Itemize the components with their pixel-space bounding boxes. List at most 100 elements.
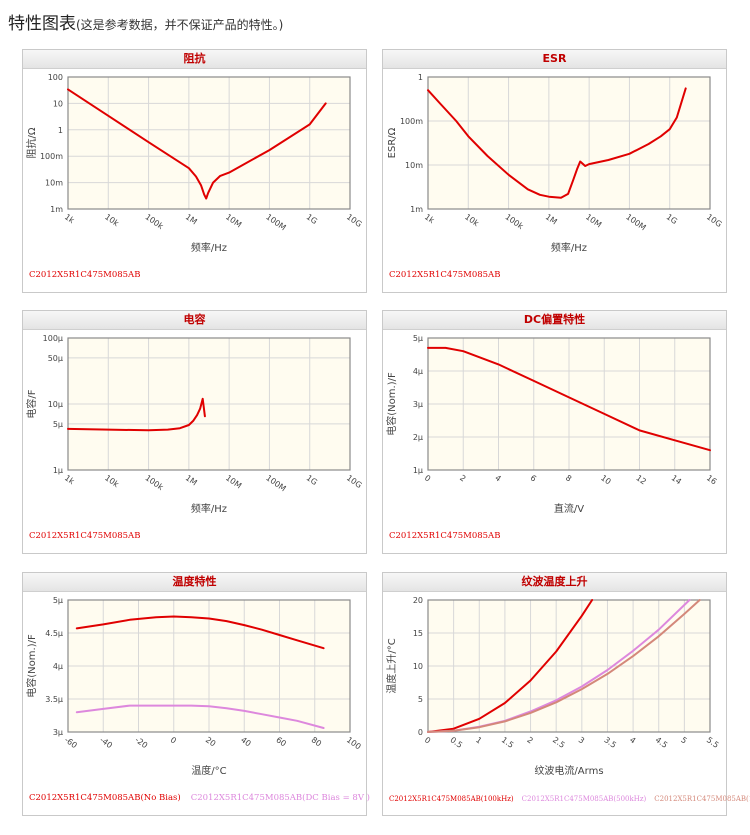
legend-entry: C2012X5R1C475M085AB(100kHz) bbox=[389, 795, 514, 803]
x-tick-label: 0.5 bbox=[448, 735, 464, 750]
plot-frame bbox=[67, 599, 351, 733]
x-axis-label: 纹波电流/Arms bbox=[534, 764, 603, 777]
y-tick-label: 4μ bbox=[53, 662, 63, 671]
x-tick-label: 4.5 bbox=[654, 735, 670, 750]
x-tick-label: 2.5 bbox=[551, 735, 567, 750]
x-tick-label: 1k bbox=[63, 212, 76, 225]
page-title-main: 特性图表 bbox=[8, 14, 76, 34]
legend-entry: C2012X5R1C475M085AB bbox=[389, 270, 501, 280]
chart-legend: C2012X5R1C475M085AB bbox=[389, 531, 722, 541]
x-tick-label: 10 bbox=[599, 473, 613, 486]
x-tick-label: 0 bbox=[423, 473, 432, 483]
y-tick-label: 3.5μ bbox=[45, 695, 63, 704]
y-tick-label: 10 bbox=[413, 662, 423, 671]
x-tick-label: 40 bbox=[239, 735, 253, 748]
y-tick-label: 50μ bbox=[48, 354, 63, 363]
chart-legend: C2012X5R1C475M085AB bbox=[389, 270, 722, 280]
y-tick-label: 1 bbox=[418, 73, 423, 82]
y-tick-label: 15 bbox=[413, 629, 423, 638]
legend-entry: C2012X5R1C475M085AB bbox=[29, 531, 141, 541]
y-tick-label: 1m bbox=[50, 205, 63, 214]
chart-plot: 1k 10k 100k 1M 10M 100M 1G 10G 1μ 5μ 10μ 50μ 100μ 频率/… bbox=[25, 334, 364, 515]
x-tick-label: 100 bbox=[345, 735, 363, 751]
y-axis-label: 电容(Nom.)/F bbox=[385, 372, 398, 436]
series-line bbox=[427, 87, 687, 199]
y-tick-label: 10 bbox=[53, 99, 63, 108]
page-subtitle: (这是参考数据，并不保证产品的特性。) bbox=[76, 18, 284, 32]
x-tick-label: 4 bbox=[628, 735, 637, 745]
x-tick-label: -40 bbox=[98, 735, 114, 750]
x-tick-label: 100k bbox=[143, 212, 165, 231]
y-axis-label: 电容(Nom.)/F bbox=[25, 634, 38, 698]
x-tick-label: 3 bbox=[577, 735, 586, 745]
y-tick-label: 1 bbox=[58, 126, 63, 135]
plot-frame bbox=[427, 76, 711, 210]
x-tick-label: 80 bbox=[310, 735, 324, 748]
x-tick-label: 60 bbox=[274, 735, 288, 748]
chart-panel-dc-bias: DC偏置特性 0 2 4 6 8 10 12 14 16 1μ 2μ 3μ 4μ 5μ 直流/V 电容(Nom… bbox=[382, 310, 727, 554]
y-tick-label: 2μ bbox=[413, 433, 423, 442]
y-tick-label: 0 bbox=[418, 728, 423, 737]
plot-frame bbox=[67, 337, 351, 471]
x-tick-label: 10G bbox=[345, 473, 364, 490]
x-tick-label: 0 bbox=[423, 735, 432, 745]
plot-frame bbox=[427, 337, 711, 471]
legend-entry: C2012X5R1C475M085AB bbox=[29, 270, 141, 280]
legend-entry: C2012X5R1C475M085AB(500kHz) bbox=[521, 795, 647, 803]
chart-plot: -60 -40 -20 0 20 40 60 80 100 3μ 3.5μ 4μ 4.5μ 5μ 温度/°C… bbox=[25, 596, 363, 777]
x-tick-label: -60 bbox=[63, 735, 79, 750]
x-tick-label: 1M bbox=[544, 212, 559, 226]
chart-plot: 1k 10k 100k 1M 10M 100M 1G 10G 1m 10m 100m 1 10 100 频率… bbox=[25, 73, 363, 254]
y-tick-label: 4μ bbox=[413, 367, 423, 376]
chart-panel-temperature: 温度特性 -60 -40 -20 0 20 40 60 80 100 3μ 3.5μ 4μ 4.5μ 5μ… bbox=[22, 572, 370, 816]
legend-entry: C2012X5R1C475M085AB(No Bias) bbox=[29, 793, 181, 803]
x-tick-label: 6 bbox=[529, 473, 538, 483]
y-tick-label: 1μ bbox=[53, 466, 63, 475]
x-tick-label: 1.5 bbox=[500, 735, 516, 750]
chart-plot: 1k 10k 100k 1M 10M 100M 1G 10G 1m 10m 100m 1 频率/Hz ES… bbox=[387, 73, 723, 254]
series-line bbox=[75, 704, 325, 729]
x-tick-label: 10M bbox=[224, 473, 243, 490]
x-tick-label: -20 bbox=[133, 735, 149, 750]
x-tick-label: 1 bbox=[474, 735, 483, 745]
x-tick-label: 10k bbox=[463, 212, 481, 228]
x-tick-label: 100M bbox=[624, 212, 647, 232]
series-line bbox=[427, 346, 711, 452]
x-tick-label: 10M bbox=[224, 212, 243, 229]
series-line bbox=[75, 615, 325, 650]
y-tick-label: 100m bbox=[400, 117, 423, 126]
x-tick-label: 14 bbox=[670, 473, 684, 486]
y-axis-label: 阻抗/Ω bbox=[25, 127, 38, 158]
plot-frame bbox=[427, 599, 711, 733]
plot-frame bbox=[67, 76, 351, 210]
y-tick-label: 5μ bbox=[413, 334, 423, 343]
chart-legend: C2012X5R1C475M085AB bbox=[29, 531, 362, 541]
series-line bbox=[427, 599, 594, 733]
chart-legend: C2012X5R1C475M085AB(100kHz) C2012X5R1C475… bbox=[389, 795, 750, 803]
x-axis-label: 直流/V bbox=[554, 502, 584, 515]
x-axis-label: 频率/Hz bbox=[551, 241, 587, 254]
x-tick-label: 10k bbox=[103, 473, 121, 489]
legend-entry: C2012X5R1C475M085AB(1MHz) bbox=[654, 795, 750, 803]
series-line bbox=[67, 397, 206, 432]
x-tick-label: 1k bbox=[63, 473, 76, 486]
x-tick-label: 2 bbox=[525, 735, 534, 745]
y-tick-label: 5μ bbox=[53, 596, 63, 605]
y-tick-label: 20 bbox=[413, 596, 423, 605]
x-tick-label: 100k bbox=[143, 473, 165, 492]
chart-title: ESR bbox=[383, 50, 726, 69]
legend-entry: C2012X5R1C475M085AB(DC Bias = 8V ) bbox=[190, 793, 370, 803]
x-tick-label: 1M bbox=[184, 212, 199, 226]
chart-panel-impedance: 阻抗 1k 10k 100k 1M 10M 100M 1G 10G 1m 10m 100m 1 10 10… bbox=[22, 49, 367, 293]
y-tick-label: 100m bbox=[40, 152, 63, 161]
series-line bbox=[427, 599, 701, 733]
y-tick-label: 1μ bbox=[413, 466, 423, 475]
y-tick-label: 100μ bbox=[43, 334, 63, 343]
chart-title: DC偏置特性 bbox=[383, 311, 726, 330]
y-axis-label: 温度上升/°C bbox=[385, 638, 398, 693]
y-axis-label: 电容/F bbox=[25, 389, 38, 418]
y-tick-label: 5μ bbox=[53, 420, 63, 429]
y-tick-label: 5 bbox=[418, 695, 423, 704]
x-tick-label: 100k bbox=[503, 212, 525, 231]
x-tick-label: 5 bbox=[679, 735, 688, 745]
